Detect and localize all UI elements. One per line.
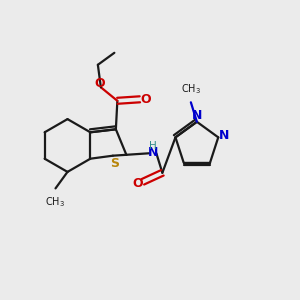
Text: CH$_3$: CH$_3$: [46, 195, 65, 209]
Text: CH$_3$: CH$_3$: [181, 82, 201, 96]
Text: O: O: [94, 77, 105, 90]
Text: N: N: [218, 129, 229, 142]
Text: O: O: [132, 177, 143, 190]
Text: S: S: [110, 157, 119, 170]
Text: N: N: [192, 109, 202, 122]
Text: N: N: [148, 146, 158, 159]
Text: O: O: [140, 93, 151, 106]
Text: H: H: [149, 141, 157, 151]
